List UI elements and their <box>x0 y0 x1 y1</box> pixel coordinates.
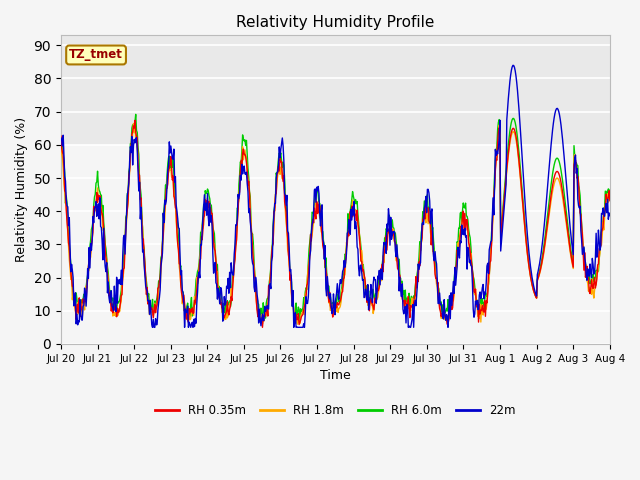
X-axis label: Time: Time <box>320 369 351 382</box>
Y-axis label: Relativity Humidity (%): Relativity Humidity (%) <box>15 117 28 262</box>
Text: TZ_tmet: TZ_tmet <box>69 48 123 61</box>
Legend: RH 0.35m, RH 1.8m, RH 6.0m, 22m: RH 0.35m, RH 1.8m, RH 6.0m, 22m <box>150 399 520 421</box>
Title: Relativity Humidity Profile: Relativity Humidity Profile <box>236 15 435 30</box>
Bar <box>61 36 610 145</box>
